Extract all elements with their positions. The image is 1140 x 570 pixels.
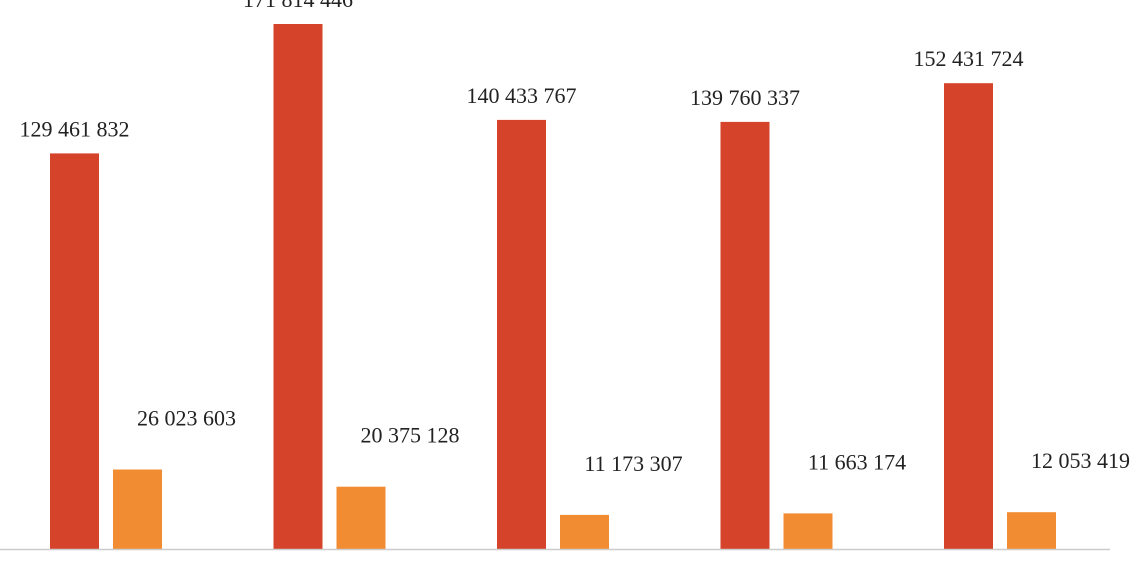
bars-group: [50, 24, 1056, 550]
bar-s1-5: [944, 83, 993, 549]
bar-s1-4: [720, 121, 770, 550]
data-label-s2-3: 11 173 307: [584, 451, 682, 476]
bar-s2-1: [113, 469, 162, 549]
bar-s2-4: [783, 513, 833, 549]
data-label-s1-2: 171 814 446: [243, 0, 353, 12]
data-label-s2-2: 20 375 128: [361, 423, 460, 448]
data-label-s2-1: 26 023 603: [137, 406, 236, 431]
data-label-s1-5: 152 431 724: [914, 46, 1024, 71]
bar-s2-2: [336, 486, 386, 549]
bar-s2-5: [1007, 512, 1056, 549]
bar-s1-3: [497, 119, 546, 550]
bar-s2-3: [560, 514, 609, 549]
data-label-s1-3: 140 433 767: [467, 83, 577, 108]
bar-s1-2: [273, 24, 323, 549]
bar-s1-1: [50, 153, 99, 549]
data-labels-group: 129 461 832 26 023 603 171 814 446 20 375 1…: [20, 0, 1131, 476]
data-label-s1-4: 139 760 337: [690, 85, 800, 110]
data-label-s2-5: 12 053 419: [1031, 448, 1130, 473]
data-label-s1-1: 129 461 832: [20, 116, 130, 141]
data-label-s2-4: 11 663 174: [808, 449, 906, 474]
